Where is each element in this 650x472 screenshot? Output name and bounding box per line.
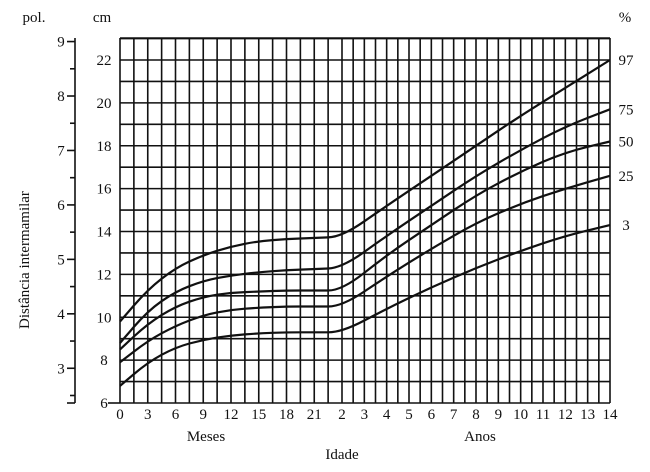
percentile-label-3: 3 [622,218,630,234]
percentile-label-75: 75 [619,102,634,118]
x-tick-month-label: 6 [172,407,180,423]
x-tick-month-label: 12 [224,407,239,423]
y-tick-cm-label: 12 [97,267,112,283]
percentile-curve-97 [119,59,611,323]
left-unit-cm: cm [93,10,112,26]
x-axis-title: Idade [325,447,359,463]
y-tick-inch-label: 4 [57,307,65,323]
x-tick-month-label: 0 [116,407,124,423]
x-tick-year-label: 6 [428,407,436,423]
x-tick-month-label: 3 [144,407,152,423]
x-tick-year-label: 10 [513,407,528,423]
percentile-label-50: 50 [619,134,634,150]
y-tick-cm-label: 18 [97,139,112,155]
percentile-curves [119,59,611,387]
y-tick-inch-label: 3 [57,361,65,377]
x-tick-year-label: 13 [580,407,595,423]
x-tick-year-label: 2 [338,407,346,423]
percentile-curve-50 [119,140,611,351]
x-tick-month-label: 15 [251,407,266,423]
left-unit-inch: pol. [23,10,46,26]
x-tick-year-label: 7 [450,407,458,423]
percentile-curve-25 [119,174,611,364]
x-tick-month-label: 18 [279,407,294,423]
percentile-curve-75 [119,108,611,344]
axis-labels: pol. cm % Distância intermamilar Meses A… [17,10,631,463]
y-tick-cm-label: 8 [100,353,108,369]
y-tick-cm-label: 20 [97,96,112,112]
right-unit: % [619,10,632,26]
y-axis-title: Distância intermamilar [17,191,33,329]
x-tick-year-label: 3 [361,407,369,423]
y-tick-cm-label: 14 [97,225,113,241]
percentile-curve-3 [119,224,611,387]
x-group-years-label: Anos [464,429,496,445]
x-tick-year-label: 9 [495,407,503,423]
x-tick-year-label: 4 [383,407,391,423]
y-tick-cm-label: 16 [97,182,113,198]
x-tick-year-label: 8 [472,407,480,423]
x-tick-year-label: 14 [603,407,619,423]
x-tick-month-label: 21 [307,407,322,423]
percentile-label-25: 25 [619,169,634,185]
x-tick-year-label: 12 [558,407,573,423]
y-tick-inch-label: 9 [57,35,65,51]
y-tick-cm-label: 10 [97,310,112,326]
y-tick-inch-label: 6 [57,198,65,214]
x-tick-year-label: 5 [405,407,413,423]
y-tick-cm-label: 22 [97,53,112,69]
y-tick-inch-label: 8 [57,89,65,105]
x-tick-year-label: 11 [536,407,550,423]
y-tick-cm-label: 6 [100,396,108,412]
grid [67,37,611,404]
y-tick-inch-label: 5 [57,252,65,268]
x-group-months-label: Meses [187,429,225,445]
y-tick-inch-label: 7 [57,143,65,159]
x-tick-month-label: 9 [200,407,208,423]
percentile-label-97: 97 [619,53,635,69]
